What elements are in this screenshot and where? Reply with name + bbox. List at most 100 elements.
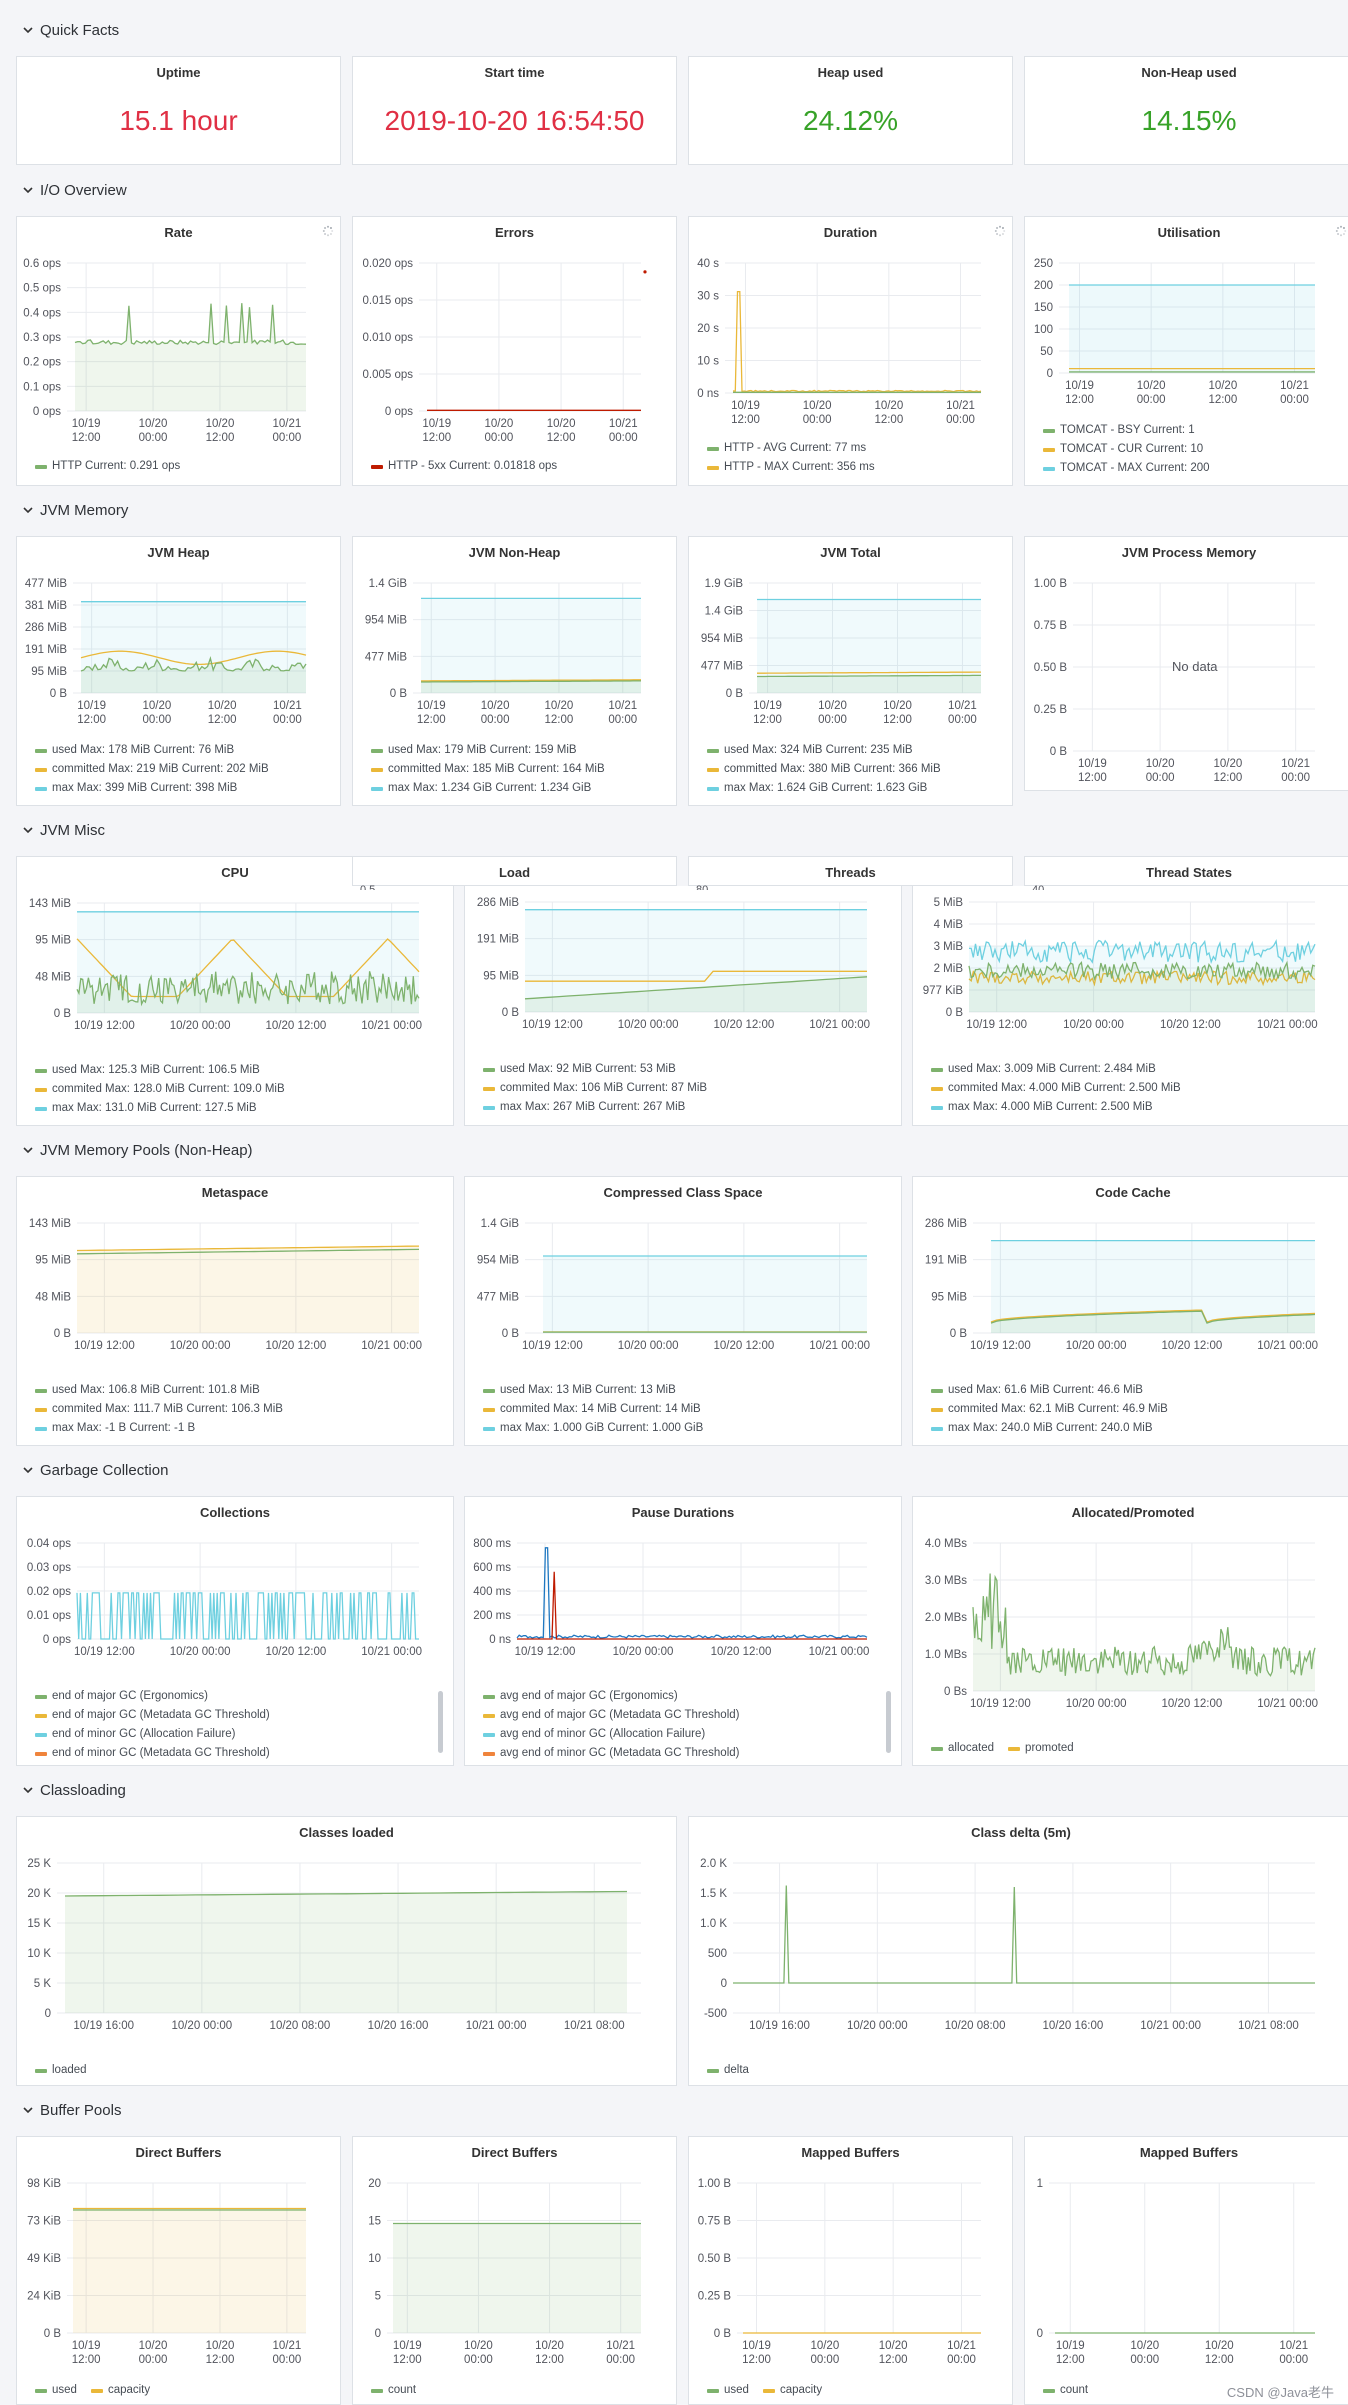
chart-dbuf1[interactable]: 98 KiB 73 KiB 49 KiB 24 KiB 0 B 10/19 12:00 10/…	[17, 2137, 342, 2405]
chart-codecache[interactable]: 286 MiB 191 MiB 95 MiB 0 B10/19 12:00 10/20 …	[913, 1177, 1348, 1447]
row-quick-facts[interactable]: Quick Facts	[22, 20, 119, 40]
stat-panel-uptime[interactable]: Uptime 15.1 hour	[16, 56, 341, 165]
panel-title[interactable]: Classes loaded	[299, 1825, 394, 1840]
legend-item[interactable]: HTTP - AVG Current: 77 ms	[707, 439, 875, 458]
graph-panel-procmem[interactable]: JVM Process Memory 1.00 B 0.75 B 0.50 B 0.25…	[1024, 536, 1348, 791]
legend-item[interactable]: max Max: 1.234 GiB Current: 1.234 GiB	[371, 779, 605, 798]
legend-item[interactable]: commited Max: 62.1 MiB Current: 46.9 MiB	[931, 1400, 1168, 1419]
graph-panel-tstates-plot[interactable]: 5 MiB 4 MiB 3 MiB 2 MiB 977 KiB 0 B 10/19 12:0…	[912, 886, 1348, 1126]
legend-item[interactable]: end of major GC (Ergonomics)	[35, 1687, 270, 1706]
graph-panel-threads[interactable]: Threads	[688, 856, 1013, 886]
legend-scrollbar[interactable]	[438, 1691, 443, 1753]
row-jvm-memory[interactable]: JVM Memory	[22, 500, 128, 520]
panel-title[interactable]: JVM Total	[820, 545, 881, 560]
legend-item[interactable]: used Max: 92 MiB Current: 53 MiB	[483, 1060, 707, 1079]
legend-item[interactable]: used Max: 3.009 MiB Current: 2.484 MiB	[931, 1060, 1181, 1079]
graph-panel-mbuf1[interactable]: Mapped Buffers 1.00 B 0.75 B 0.50 B 0.25 B 0 …	[688, 2136, 1013, 2405]
chart-dbuf2[interactable]: 20 15 10 5 0 10/19 12:00 10/20 00:00 10/20 12:00 10…	[353, 2137, 678, 2405]
legend-item[interactable]: commited Max: 106 MiB Current: 87 MiB	[483, 1079, 707, 1098]
graph-panel-cpu[interactable]: CPU 143 MiB 95 MiB 48 MiB 0 B 10/19 12:00 10/2…	[16, 856, 454, 1126]
legend-item[interactable]: max Max: 267 MiB Current: 267 MiB	[483, 1098, 707, 1117]
panel-title[interactable]: Code Cache	[1095, 1185, 1171, 1200]
graph-panel-dbuf1[interactable]: Direct Buffers 98 KiB 73 KiB 49 KiB 24 KiB 0 …	[16, 2136, 341, 2405]
graph-panel-mbuf2[interactable]: Mapped Buffers 1 0 10/19 12:00 10/20 00:00 10/2…	[1024, 2136, 1348, 2405]
chart-pause[interactable]: 800 ms 600 ms 400 ms 200 ms 0 ns 10/19 12:00 1…	[465, 1497, 903, 1767]
graph-panel-load[interactable]: Load	[352, 856, 677, 886]
graph-panel-dbuf2[interactable]: Direct Buffers 20 15 10 5 0 10/19 12:00 10/20 00:…	[352, 2136, 677, 2405]
chart-meta[interactable]: 143 MiB 95 MiB 48 MiB 0 B10/19 12:00 10/20 0…	[17, 1177, 455, 1447]
legend-item[interactable]: used Max: 179 MiB Current: 159 MiB	[371, 741, 605, 760]
panel-title[interactable]: Pause Durations	[631, 1505, 735, 1520]
legend-item[interactable]: used Max: 125.3 MiB Current: 106.5 MiB	[35, 1061, 285, 1080]
panel-title[interactable]: CPU	[221, 865, 249, 880]
panel-title[interactable]: Mapped Buffers	[801, 2145, 900, 2160]
panel-title[interactable]: Rate	[164, 225, 193, 240]
legend-item[interactable]: avg end of major GC (Metadata GC Thresho…	[483, 1706, 739, 1725]
legend-item[interactable]: commited Max: 128.0 MiB Current: 109.0 M…	[35, 1080, 285, 1099]
row-classloading[interactable]: Classloading	[22, 1780, 126, 1800]
legend-item[interactable]: avg end of minor GC (Allocation Failure)	[483, 1725, 739, 1744]
panel-title[interactable]: Duration	[823, 225, 878, 240]
chart-util[interactable]: 250 200 150 100 50 0 10/19 12:00 10/20 00:00 10/20…	[1025, 217, 1348, 487]
graph-panel-collections[interactable]: Collections 0.04 ops 0.03 ops 0.02 ops 0.01 …	[16, 1496, 454, 1766]
legend-item[interactable]: used Max: 13 MiB Current: 13 MiB	[483, 1381, 703, 1400]
legend-item[interactable]: max Max: 399 MiB Current: 398 MiB	[35, 779, 269, 798]
panel-title[interactable]: Thread States	[1146, 865, 1232, 880]
legend-item[interactable]: HTTP - MAX Current: 356 ms	[707, 458, 875, 477]
legend-item[interactable]: loaded	[35, 2061, 87, 2080]
legend-item[interactable]: commited Max: 111.7 MiB Current: 106.3 M…	[35, 1400, 283, 1419]
legend-item[interactable]: max Max: -1 B Current: -1 B	[35, 1419, 283, 1438]
chart-ccs[interactable]: 1.4 GiB 954 MiB 477 MiB 0 B10/19 12:00 10/20…	[465, 1177, 903, 1447]
panel-title[interactable]: Compressed Class Space	[603, 1185, 763, 1200]
legend-item[interactable]: delta	[707, 2061, 749, 2080]
legend-item[interactable]: max Max: 131.0 MiB Current: 127.5 MiB	[35, 1099, 285, 1118]
graph-panel-nonheap[interactable]: JVM Non-Heap 1.4 GiB 954 MiB 477 MiB 0 B 10/1…	[352, 536, 677, 806]
legend-item[interactable]: capacity	[90, 2381, 150, 2400]
graph-panel-ccs[interactable]: Compressed Class Space 1.4 GiB 954 MiB 477 …	[464, 1176, 902, 1446]
legend-item[interactable]: end of minor GC (Allocation Failure)	[35, 1725, 270, 1744]
panel-title[interactable]: Allocated/Promoted	[1071, 1505, 1195, 1520]
graph-panel-alloc[interactable]: Allocated/Promoted 4.0 MBs 3.0 MBs 2.0 MBs 1…	[912, 1496, 1348, 1766]
legend-item[interactable]: avg end of major GC (Ergonomics)	[483, 1687, 739, 1706]
graph-panel-tstates[interactable]: Thread States	[1024, 856, 1348, 886]
row-jvm-pools[interactable]: JVM Memory Pools (Non-Heap)	[22, 1140, 253, 1160]
graph-panel-errors[interactable]: Errors 0.020 ops 0.015 ops 0.010 ops 0.005 o…	[352, 216, 677, 486]
legend-scrollbar[interactable]	[886, 1691, 891, 1753]
panel-title[interactable]: Direct Buffers	[135, 2145, 222, 2160]
graph-panel-load-plot[interactable]: 286 MiB 191 MiB 95 MiB 0 B 10/19 12:00 10/20 …	[464, 886, 902, 1126]
stat-panel-start-time[interactable]: Start time 2019-10-20 16:54:50	[352, 56, 677, 165]
chart-mbuf1[interactable]: 1.00 B 0.75 B 0.50 B 0.25 B 0 B 10/19 12:00 10/…	[689, 2137, 1014, 2405]
legend-item[interactable]: committed Max: 380 MiB Current: 366 MiB	[707, 760, 941, 779]
legend-item[interactable]: used Max: 61.6 MiB Current: 46.6 MiB	[931, 1381, 1168, 1400]
legend-item[interactable]: TOMCAT - MAX Current: 200	[1043, 459, 1210, 478]
panel-title[interactable]: Metaspace	[201, 1185, 269, 1200]
graph-panel-classes[interactable]: Classes loaded 25 K 20 K 15 K 10 K 5 K 0 10/19 …	[16, 1816, 677, 2086]
panel-title[interactable]: JVM Process Memory	[1121, 545, 1257, 560]
legend-item[interactable]: allocated	[931, 1739, 994, 1758]
legend-item[interactable]: promoted	[1008, 1739, 1074, 1758]
legend-item[interactable]: max Max: 240.0 MiB Current: 240.0 MiB	[931, 1419, 1168, 1438]
chart-duration[interactable]: 40 s 30 s 20 s 10 s 0 ns 10/19 12:00 10/20 00:00…	[689, 217, 1014, 487]
legend-item[interactable]: count	[371, 2381, 416, 2400]
legend-item[interactable]: used Max: 324 MiB Current: 235 MiB	[707, 741, 941, 760]
legend-item[interactable]: committed Max: 219 MiB Current: 202 MiB	[35, 760, 269, 779]
graph-panel-util[interactable]: Utilisation 250 200 150 100 50 0 10/19 12:00 10/2…	[1024, 216, 1348, 486]
panel-title[interactable]: JVM Non-Heap	[468, 545, 561, 560]
chart-total[interactable]: 1.9 GiB 1.4 GiB 954 MiB 477 MiB 0 B 10/19 12:0…	[689, 537, 1014, 807]
legend-item[interactable]: TOMCAT - BSY Current: 1	[1043, 421, 1210, 440]
legend-item[interactable]: used	[35, 2381, 77, 2400]
graph-panel-meta[interactable]: Metaspace 143 MiB 95 MiB 48 MiB 0 B 10/19 12:…	[16, 1176, 454, 1446]
legend-item[interactable]: commited Max: 14 MiB Current: 14 MiB	[483, 1400, 703, 1419]
chart-rate[interactable]: 0.6 ops 0.5 ops 0.4 ops 0.3 ops 0.2 ops 0.1 o…	[17, 217, 342, 487]
chart-classes[interactable]: 25 K 20 K 15 K 10 K 5 K 0 10/19 16:00 10/20 00:…	[17, 1817, 678, 2087]
legend-item[interactable]: used Max: 178 MiB Current: 76 MiB	[35, 741, 269, 760]
panel-title[interactable]: Class delta (5m)	[971, 1825, 1071, 1840]
panel-title[interactable]: JVM Heap	[147, 545, 210, 560]
legend-item[interactable]: commited Max: 4.000 MiB Current: 2.500 M…	[931, 1079, 1181, 1098]
graph-panel-rate[interactable]: Rate 0.6 ops 0.5 ops 0.4 ops 0.3 ops 0.2 ops 0…	[16, 216, 341, 486]
stat-panel-heap-used[interactable]: Heap used 24.12%	[688, 56, 1013, 165]
chart-heap[interactable]: 477 MiB 381 MiB 286 MiB 191 MiB 95 MiB 0 B 10/…	[17, 537, 342, 807]
panel-title[interactable]: Threads	[825, 865, 876, 880]
